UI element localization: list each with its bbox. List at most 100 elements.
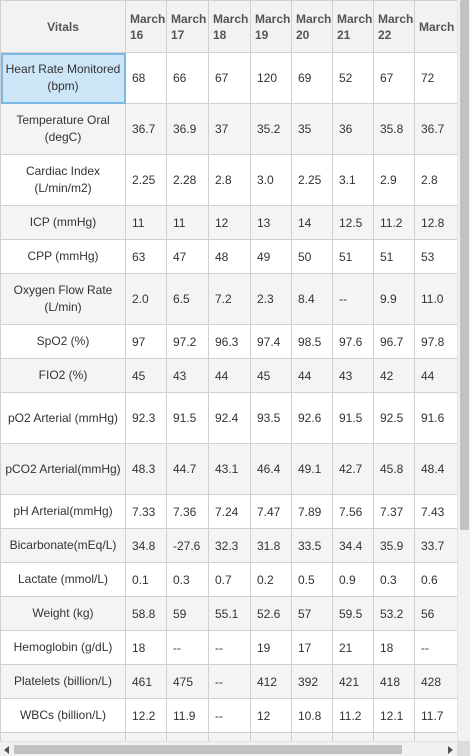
table-cell[interactable]: -- [208,664,251,699]
row-label[interactable]: WBCs (billion/L) [0,698,126,733]
table-cell[interactable]: 12.8 [414,205,457,240]
table-cell[interactable]: 475 [166,664,209,699]
table-cell[interactable]: 418 [373,664,415,699]
table-cell[interactable]: -- [208,698,251,733]
table-cell[interactable]: 46.4 [250,443,292,495]
table-cell[interactable]: 43 [332,358,374,393]
table-cell[interactable]: 11.0 [414,273,457,325]
table-cell[interactable] [373,732,415,741]
table-cell[interactable]: 7.36 [166,494,209,529]
scroll-right-arrow-icon[interactable] [448,746,453,754]
table-cell[interactable]: 35 [291,103,333,155]
table-cell[interactable]: 11.9 [166,698,209,733]
table-cell[interactable] [125,732,167,741]
table-cell[interactable]: 35.8 [373,103,415,155]
table-cell[interactable]: 0.6 [414,562,457,597]
table-cell[interactable]: 36.9 [166,103,209,155]
row-label[interactable]: FIO2 (%) [0,358,126,393]
table-cell[interactable]: 45 [250,358,292,393]
table-cell[interactable]: 31.8 [250,528,292,563]
table-cell[interactable]: 59.5 [332,596,374,631]
table-cell[interactable] [208,732,251,741]
table-cell[interactable]: 92.3 [125,392,167,444]
column-header-date[interactable]: March 19 [250,0,292,53]
row-label[interactable]: Lactate (mmol/L) [0,562,126,597]
table-cell[interactable]: 35.9 [373,528,415,563]
table-cell[interactable]: 12.5 [332,205,374,240]
row-label[interactable]: Bicarbonate(mEq/L) [0,528,126,563]
table-cell[interactable]: 21 [332,630,374,665]
table-cell[interactable]: 97.8 [414,324,457,359]
table-cell[interactable]: 0.1 [125,562,167,597]
table-cell[interactable] [291,732,333,741]
table-cell[interactable]: 92.5 [373,392,415,444]
table-cell[interactable]: 33.5 [291,528,333,563]
table-cell[interactable]: 93.5 [250,392,292,444]
table-cell[interactable]: 2.25 [291,154,333,206]
table-cell[interactable]: -- [414,630,457,665]
table-cell[interactable]: 11 [125,205,167,240]
column-header-date[interactable]: March 23 [414,0,457,53]
table-cell[interactable]: 69 [291,52,333,104]
table-cell[interactable]: 98.5 [291,324,333,359]
table-cell[interactable]: 97.4 [250,324,292,359]
table-cell[interactable]: 55.1 [208,596,251,631]
row-label[interactable]: pO2 Arterial (mmHg) [0,392,126,444]
table-cell[interactable]: 421 [332,664,374,699]
table-cell[interactable]: 11.2 [373,205,415,240]
table-cell[interactable]: 14 [291,205,333,240]
row-label[interactable]: ICP (mmHg) [0,205,126,240]
table-cell[interactable]: 92.4 [208,392,251,444]
table-cell[interactable]: 32.3 [208,528,251,563]
table-cell[interactable]: 42 [373,358,415,393]
table-cell[interactable]: 2.8 [208,154,251,206]
table-cell[interactable]: 19 [250,630,292,665]
table-cell[interactable]: 12 [250,698,292,733]
table-cell[interactable]: 34.4 [332,528,374,563]
table-cell[interactable]: 48 [208,239,251,274]
table-cell[interactable]: 44 [208,358,251,393]
table-cell[interactable]: 7.33 [125,494,167,529]
table-cell[interactable]: 68 [125,52,167,104]
table-cell[interactable]: 2.0 [125,273,167,325]
row-label[interactable]: Cardiac Index (L/min/m2) [0,154,126,206]
table-cell[interactable]: 36.7 [414,103,457,155]
table-cell[interactable]: 59 [166,596,209,631]
table-cell[interactable]: 47 [166,239,209,274]
column-header-date[interactable]: March 18 [208,0,251,53]
table-cell[interactable]: 36.7 [125,103,167,155]
table-cell[interactable]: 2.3 [250,273,292,325]
table-cell[interactable]: -- [208,630,251,665]
table-cell[interactable]: 67 [208,52,251,104]
table-cell[interactable]: 8.4 [291,273,333,325]
table-cell[interactable]: 66 [166,52,209,104]
table-cell[interactable]: 45 [125,358,167,393]
table-cell[interactable]: 43 [166,358,209,393]
column-header-date[interactable]: March 22 [373,0,415,53]
table-cell[interactable]: 17 [291,630,333,665]
table-cell[interactable]: 52.6 [250,596,292,631]
table-cell[interactable]: -27.6 [166,528,209,563]
table-cell[interactable]: 35.2 [250,103,292,155]
vertical-scrollbar[interactable] [457,0,470,741]
table-cell[interactable]: 43.1 [208,443,251,495]
table-cell[interactable]: 12.2 [125,698,167,733]
table-cell[interactable] [250,732,292,741]
table-cell[interactable]: 11.7 [414,698,457,733]
row-label[interactable]: Oxygen Flow Rate (L/min) [0,273,126,325]
table-cell[interactable]: 3.0 [250,154,292,206]
table-cell[interactable]: 92.6 [291,392,333,444]
table-cell[interactable] [166,732,209,741]
table-cell[interactable]: 13 [250,205,292,240]
table-cell[interactable]: 63 [125,239,167,274]
table-cell[interactable]: 48.4 [414,443,457,495]
table-cell[interactable]: 0.3 [166,562,209,597]
table-cell[interactable]: 56 [414,596,457,631]
table-cell[interactable]: 44.7 [166,443,209,495]
row-label[interactable]: Hemoglobin (g/dL) [0,630,126,665]
table-cell[interactable]: 7.2 [208,273,251,325]
table-cell[interactable]: 37 [208,103,251,155]
row-label-selected[interactable]: Heart Rate Monitored (bpm) [0,52,126,104]
table-cell[interactable]: 58.8 [125,596,167,631]
column-header-date[interactable]: March 17 [166,0,209,53]
